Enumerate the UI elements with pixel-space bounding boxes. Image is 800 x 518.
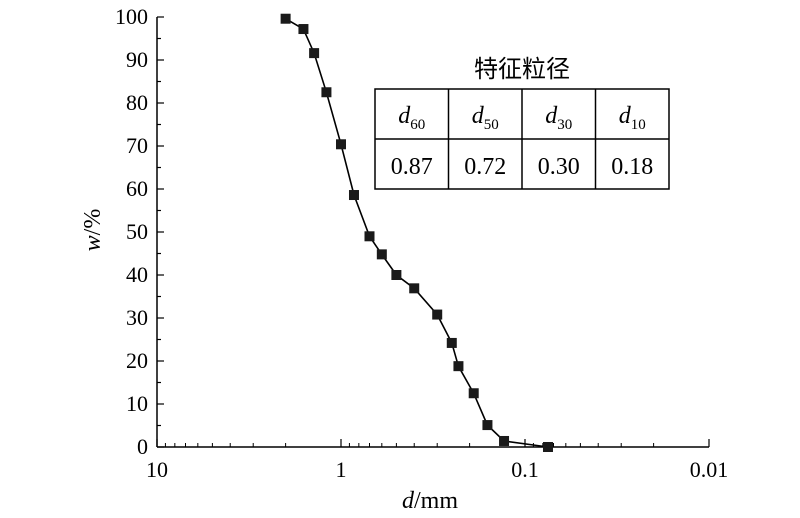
y-tick-label: 50 [126,219,148,244]
data-point [348,190,359,201]
data-point [409,283,420,294]
tick-marks [156,16,710,448]
y-tick-label: 80 [126,90,148,115]
data-point [298,24,309,35]
data-point [499,435,510,446]
x-tick-label: 0.01 [690,457,729,482]
y-tick-label: 100 [115,4,148,29]
data-point [446,337,457,348]
table-value-cell: 0.72 [464,154,506,180]
data-point [321,87,332,98]
y-tick-label: 40 [126,262,148,287]
data-point [542,442,553,452]
table-header-cell: d10 [619,103,646,133]
y-tick-label: 30 [126,305,148,330]
y-tick-label: 20 [126,348,148,373]
data-point [468,388,479,399]
data-point [376,249,387,260]
x-tick-label: 1 [336,457,347,482]
data-point [391,270,402,280]
table-cells: d60 d50 d30 d10 0.87 0.72 0.30 0.18 [391,89,653,189]
data-point [280,13,291,24]
series-layer [280,13,553,452]
data-point [309,48,320,59]
table-header-cell: d50 [472,103,499,133]
y-tick-label: 0 [137,434,148,459]
table-value-cell: 0.30 [538,154,580,180]
table-header-cell: d60 [398,103,425,133]
characteristic-size-table: 特征粒径 d60 d50 d30 d10 0.87 0.72 0.30 0.18 [374,56,670,190]
data-point [364,231,375,242]
table-header-cell: d30 [545,103,572,133]
x-tick-label: 0.1 [511,457,539,482]
x-tick-label: 10 [146,457,168,482]
table-value-cell: 0.87 [391,154,433,180]
y-tick-label: 90 [126,47,148,72]
data-point [336,139,346,150]
data-point [432,309,443,320]
data-point [482,420,493,431]
y-tick-label: 60 [126,176,148,201]
y-tick-label: 70 [126,133,148,158]
y-axis-label: w/% [80,209,106,252]
table-title: 特征粒径 [474,56,570,83]
axes [156,17,709,448]
x-axis-label: d/mm [402,488,458,514]
table-value-cell: 0.18 [611,154,653,180]
y-tick-label: 10 [126,391,148,416]
data-point [453,361,464,372]
